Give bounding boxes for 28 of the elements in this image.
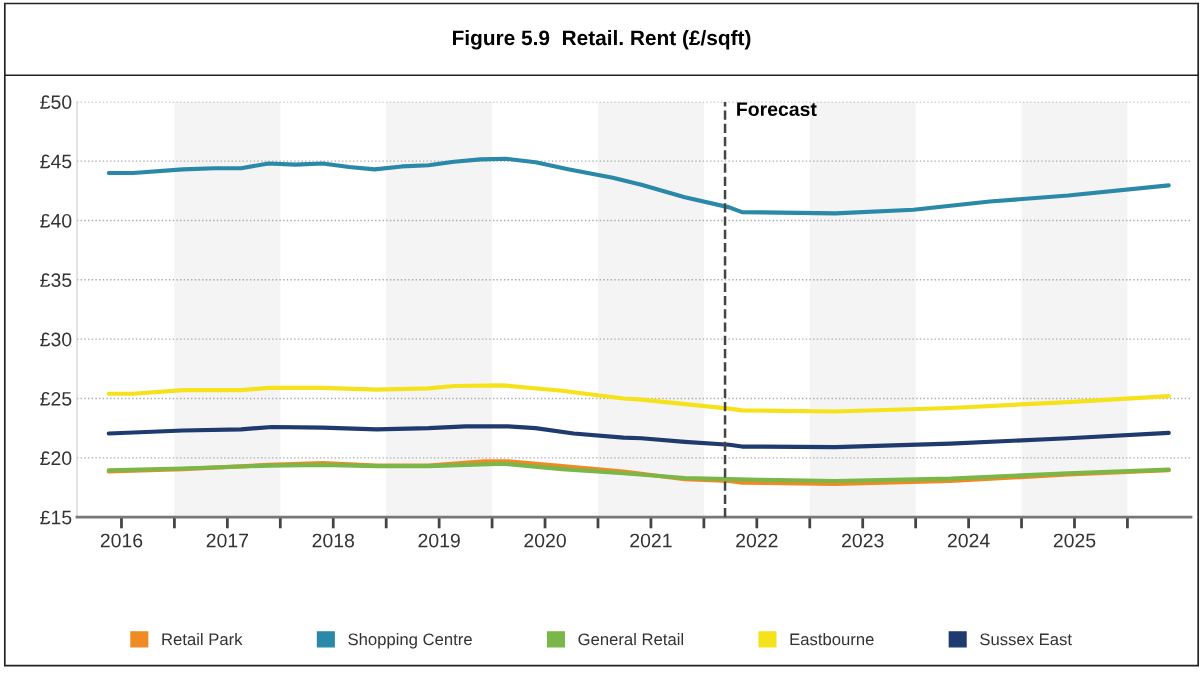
legend-label: General Retail [578,633,684,646]
x-tick-label: 2025 [1053,533,1096,548]
y-tick-label: £45 [40,154,72,169]
y-tick-label: £25 [40,391,72,406]
legend-label: Retail Park [162,633,243,646]
x-tick-label: 2016 [100,533,143,548]
legend-label: Shopping Centre [348,633,472,649]
x-tick-label: 2024 [947,533,990,548]
y-tick-label: £20 [40,451,72,466]
line-series [106,156,1171,216]
y-tick-label: £30 [40,332,72,347]
x-tick-label: 2022 [736,533,778,548]
y-tick-label: £40 [40,213,72,228]
x-tick-label: 2020 [524,533,566,548]
y-tick-label: £35 [40,273,72,288]
line-series [106,383,1171,414]
x-tick-label: 2019 [418,533,460,548]
x-tick-label: 2021 [630,533,672,548]
line-series [106,424,1171,450]
chart-title: Figure 5.9 Retail. Rent (£/sqft) [453,29,751,50]
y-tick-label: £15 [40,510,72,525]
y-tick-label: £50 [40,95,72,109]
x-tick-label: 2017 [206,533,249,548]
x-tick-label: 2018 [312,533,355,548]
legend-label: Sussex East [980,633,1072,646]
x-tick-label: 2023 [842,533,884,548]
ref-line-label: Forecast [737,102,817,117]
legend-label: Eastbourne [790,633,874,646]
